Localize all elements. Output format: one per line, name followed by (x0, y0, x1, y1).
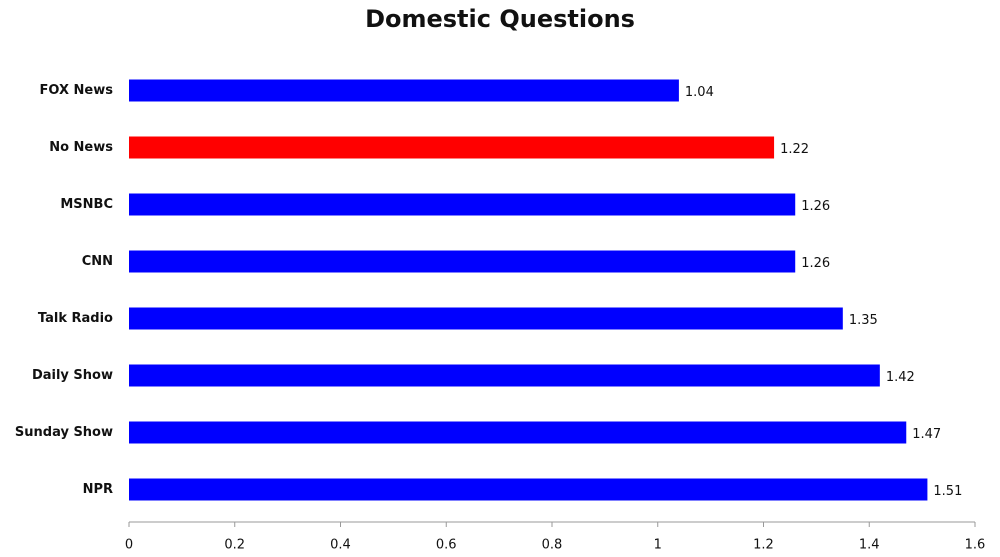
bar (129, 250, 796, 273)
x-tick-label: 0.4 (330, 538, 351, 553)
y-tick-label: No News (49, 140, 113, 155)
x-tick-label: 0.8 (542, 538, 563, 553)
bar (129, 307, 843, 330)
x-tick-label: 0.2 (224, 538, 245, 553)
x-tick-label: 1 (654, 538, 662, 553)
y-tick-label: Sunday Show (15, 425, 113, 440)
y-tick-label: NPR (83, 482, 113, 497)
y-tick-label: MSNBC (60, 197, 113, 212)
data-label: 1.22 (780, 142, 809, 157)
data-label: 1.42 (886, 370, 915, 385)
y-tick-label: CNN (82, 254, 113, 269)
data-label: 1.47 (912, 427, 941, 442)
bar (129, 478, 928, 501)
bar (129, 421, 907, 444)
y-tick-label: Daily Show (32, 368, 113, 383)
data-label: 1.51 (933, 484, 962, 499)
x-tick-label: 1.6 (965, 538, 986, 553)
y-tick-label: Talk Radio (38, 311, 113, 326)
data-label: 1.26 (801, 199, 830, 214)
x-tick-label: 1.2 (753, 538, 774, 553)
x-tick-label: 0 (125, 538, 133, 553)
data-label: 1.26 (801, 256, 830, 271)
bar (129, 136, 775, 159)
y-tick-label: FOX News (40, 83, 114, 98)
bar (129, 364, 880, 387)
bar (129, 193, 796, 216)
chart-title: Domestic Questions (365, 5, 635, 33)
bar (129, 79, 679, 102)
data-label: 1.35 (849, 313, 878, 328)
x-tick-label: 1.4 (859, 538, 880, 553)
data-label: 1.04 (685, 85, 714, 100)
x-tick-label: 0.6 (436, 538, 457, 553)
